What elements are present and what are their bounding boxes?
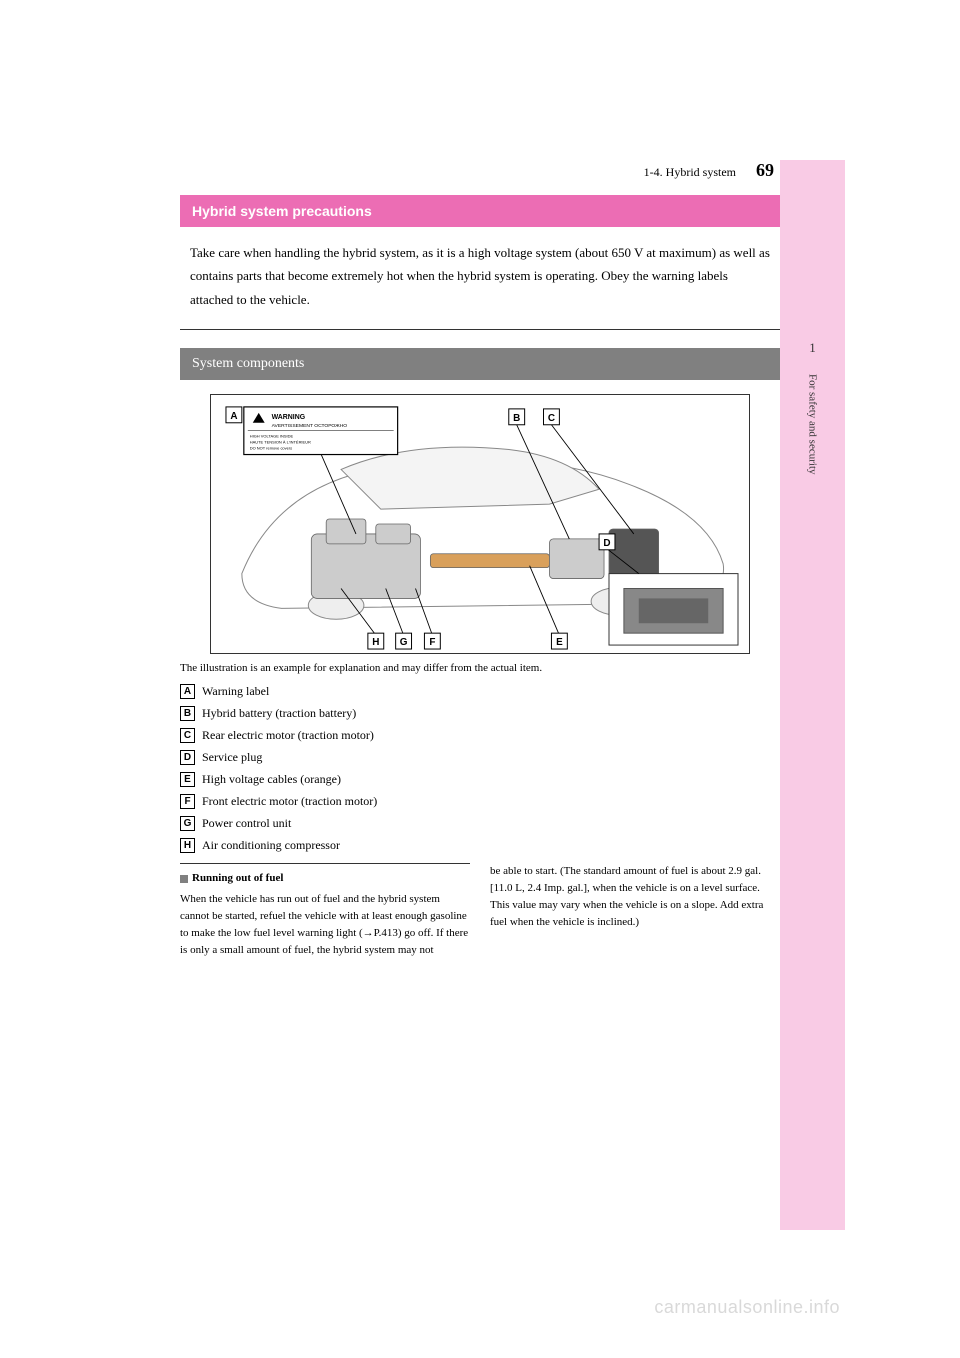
note-heading: Running out of fuel xyxy=(180,870,470,887)
intro-text: Take care when handling the hybrid syste… xyxy=(180,227,780,330)
tab-number: 1 xyxy=(780,340,845,356)
legend-letter: H xyxy=(180,838,195,853)
svg-text:H: H xyxy=(372,637,379,648)
subheader-bar: System components xyxy=(180,348,780,380)
side-tab: 1 For safety and security xyxy=(780,160,845,1230)
legend-letter: E xyxy=(180,772,195,787)
watermark: carmanualsonline.info xyxy=(654,1297,840,1318)
svg-text:F: F xyxy=(429,637,435,648)
diagram-caption: The illustration is an example for expla… xyxy=(180,662,780,674)
legend-letter: F xyxy=(180,794,195,809)
legend-label: Warning label xyxy=(202,684,269,699)
svg-text:G: G xyxy=(400,637,408,648)
svg-text:E: E xyxy=(556,637,563,648)
system-diagram: WARNING AVERTISSEMENT ОСТОРОЖНО HIGH VOL… xyxy=(210,394,750,654)
legend-label: High voltage cables (orange) xyxy=(202,772,341,787)
legend-label: Rear electric motor (traction motor) xyxy=(202,728,374,743)
legend-item: D Service plug xyxy=(180,750,780,765)
note-col-right: be able to start. (The standard amount o… xyxy=(490,863,780,959)
legend-letter: C xyxy=(180,728,195,743)
svg-text:DO NOT remove covers: DO NOT remove covers xyxy=(250,446,292,451)
svg-text:B: B xyxy=(513,413,520,424)
svg-text:A: A xyxy=(230,411,237,422)
legend-item: C Rear electric motor (traction motor) xyxy=(180,728,780,743)
legend-item: A Warning label xyxy=(180,684,780,699)
legend-label: Front electric motor (traction motor) xyxy=(202,794,377,809)
legend-item: E High voltage cables (orange) xyxy=(180,772,780,787)
legend-label: Hybrid battery (traction battery) xyxy=(202,706,356,721)
legend-item: F Front electric motor (traction motor) xyxy=(180,794,780,809)
page-header: 1-4. Hybrid system 69 xyxy=(180,160,780,181)
legend-label: Service plug xyxy=(202,750,262,765)
note-body-right: be able to start. (The standard amount o… xyxy=(490,863,780,931)
svg-text:HAUTE TENSION À L'INTÉRIEUR: HAUTE TENSION À L'INTÉRIEUR xyxy=(250,440,311,445)
page-number: 69 xyxy=(756,160,774,181)
legend-item: G Power control unit xyxy=(180,816,780,831)
svg-text:AVERTISSEMENT ОСТОРОЖНО: AVERTISSEMENT ОСТОРОЖНО xyxy=(272,423,348,429)
legend-letter: G xyxy=(180,816,195,831)
square-bullet-icon xyxy=(180,875,188,883)
svg-text:WARNING: WARNING xyxy=(272,414,306,421)
legend-letter: B xyxy=(180,706,195,721)
svg-text:C: C xyxy=(548,413,555,424)
legend-letter: D xyxy=(180,750,195,765)
legend-label: Power control unit xyxy=(202,816,291,831)
note-title: Running out of fuel xyxy=(192,870,283,887)
legend-letter: A xyxy=(180,684,195,699)
svg-text:D: D xyxy=(603,538,610,549)
legend-item: H Air conditioning compressor xyxy=(180,838,780,853)
svg-text:HIGH VOLTAGE INSIDE: HIGH VOLTAGE INSIDE xyxy=(250,434,294,439)
legend-list: A Warning label B Hybrid battery (traction… xyxy=(180,684,780,853)
page-content: 1-4. Hybrid system 69 Hybrid system prec… xyxy=(180,160,780,959)
note-columns: Running out of fuel When the vehicle has… xyxy=(180,863,780,959)
title-bar: Hybrid system precautions xyxy=(180,195,780,227)
note-col-left: Running out of fuel When the vehicle has… xyxy=(180,863,470,959)
section-header: 1-4. Hybrid system xyxy=(644,165,736,180)
tab-label: For safety and security xyxy=(807,374,819,475)
legend-label: Air conditioning compressor xyxy=(202,838,340,853)
legend-item: B Hybrid battery (traction battery) xyxy=(180,706,780,721)
note-body-left: When the vehicle has run out of fuel and… xyxy=(180,891,470,959)
